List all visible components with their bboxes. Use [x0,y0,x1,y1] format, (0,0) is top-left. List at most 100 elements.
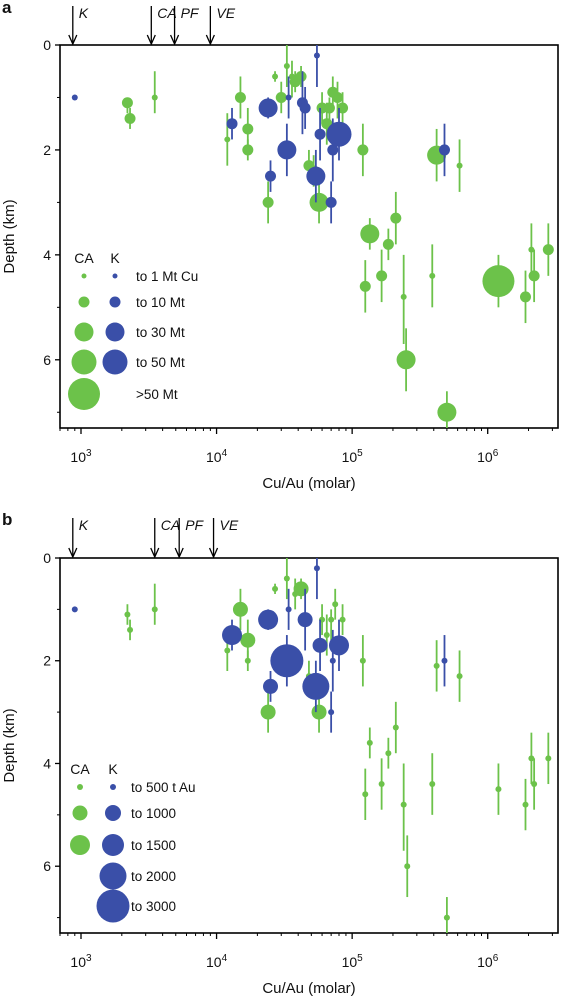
point-ca [242,123,254,135]
point-k [328,709,335,716]
point-ca [528,270,540,282]
point-ca [283,575,290,582]
marker-arrowhead-k [68,547,78,559]
point-k [258,609,279,630]
point-ca [323,632,330,639]
point-ca [519,291,531,303]
point-ca [404,863,411,870]
point-k [299,102,311,114]
point-ca [385,750,392,757]
point-ca [522,801,529,808]
marker-arrowhead-pf [174,547,184,559]
x-tick-label: 104 [206,953,228,970]
legend-swatch-ca [70,835,90,855]
x-axis-label: Cu/Au (molar) [262,475,355,492]
marker-label-pf: PF [181,5,200,21]
legend-header-k: K [108,761,118,777]
point-ca [151,606,158,613]
marker-label-k: K [79,517,89,533]
point-ca [456,162,463,169]
point-ca [429,272,436,279]
point-ca [443,914,450,921]
y-tick-label: 2 [43,653,51,669]
marker-label-ca: CA [157,5,176,21]
legend-label: to 30 Mt [136,325,185,340]
marker-arrowhead-ca [150,547,160,559]
x-tick-label: 106 [477,448,499,465]
legend-swatch-k [102,349,128,375]
marker-arrowhead-ve [208,547,219,559]
point-ca [234,91,246,103]
point-ca [275,91,287,103]
point-ca [121,97,133,109]
plot-frame [59,44,559,429]
marker-arrowhead-ve [205,34,215,46]
point-ca [482,265,515,298]
point-k [270,644,304,678]
legend-swatch-k [96,889,130,923]
marker-label-ve: VE [216,5,235,21]
y-tick-label: 4 [43,247,51,263]
point-k [258,98,278,118]
point-ca [542,244,554,256]
point-ca [240,632,256,648]
legend-swatch-ca [78,296,90,308]
x-tick-label: 106 [477,953,499,970]
legend: CA Kto 500 t Au to 1000 to 1500 to 2000 to 30… [70,761,196,923]
point-k [277,140,297,160]
point-ca [242,144,254,156]
point-ca [309,192,329,212]
point-ca [400,801,407,808]
point-k [306,166,326,186]
y-tick-label: 6 [43,352,51,368]
marker-arrowhead-k [68,34,78,46]
point-ca [283,62,290,69]
point-k [285,606,292,613]
point-ca [293,581,309,597]
point-k [222,625,243,646]
point-ca [528,246,535,253]
legend-swatch-k [105,322,125,342]
point-ca [224,647,231,654]
marker-label-ca: CA [161,517,180,533]
marker-label-ve: VE [220,517,239,533]
point-ca [545,755,552,762]
x-axis-label: Cu/Au (molar) [262,980,355,997]
legend-label: to 10 Mt [136,295,185,310]
point-ca [232,601,248,617]
point-ca [360,224,380,244]
point-ca [366,739,373,746]
point-k [325,196,337,208]
legend-label: to 2000 [131,869,176,884]
point-ca [396,350,416,370]
legend-swatch-k [105,805,121,821]
y-tick-label: 0 [43,37,51,53]
x-tick-label: 104 [206,448,228,465]
point-ca [328,616,335,623]
point-k [313,52,320,59]
legend-header-k: K [110,250,120,266]
point-ca [382,238,394,250]
point-ca [390,212,402,224]
point-ca [456,673,463,680]
marker-label-k: K [79,5,89,21]
plot-frame [59,557,559,934]
legend-swatch-k [109,296,121,308]
marker-arrowhead-pf [169,34,180,46]
point-ca [433,662,440,669]
legend-swatch-ca [81,273,87,279]
point-ca [272,585,279,592]
point-ca [260,704,276,720]
legend-label: to 50 Mt [136,355,185,370]
x-tick-label: 103 [70,448,92,465]
point-ca [376,270,388,282]
point-ca [359,280,371,292]
legend-header-ca: CA [70,761,90,777]
point-ca [224,136,231,143]
point-k [71,606,78,613]
point-ca [151,94,158,101]
point-ca [332,91,344,103]
point-k [314,128,326,140]
legend-swatch-ca [74,322,94,342]
